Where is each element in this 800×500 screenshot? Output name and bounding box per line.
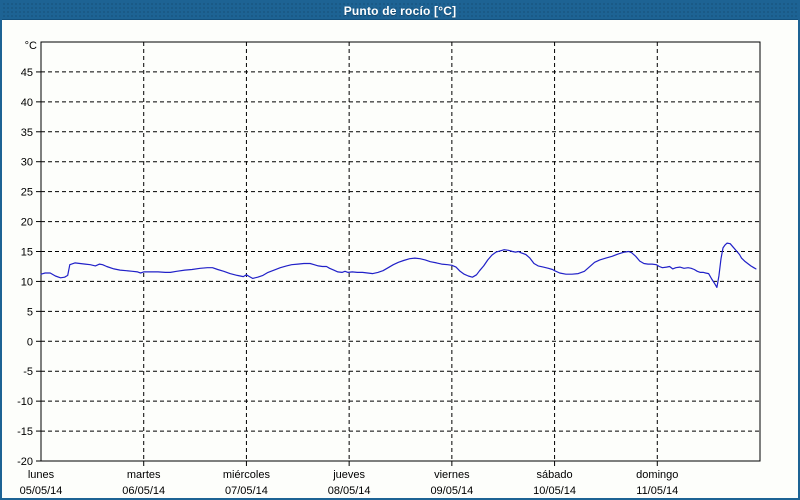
y-tick-label: 15 xyxy=(21,247,33,259)
dewpoint-series-line xyxy=(40,242,757,288)
x-day-label: viernes xyxy=(434,469,470,481)
x-date-label: 09/05/14 xyxy=(430,485,473,497)
x-day-label: miércoles xyxy=(223,469,271,481)
y-tick-label: -15 xyxy=(17,426,33,438)
x-day-label: jueves xyxy=(332,469,365,481)
y-tick-label: 30 xyxy=(21,157,33,169)
x-date-label: 10/05/14 xyxy=(533,485,576,497)
x-date-label: 11/05/14 xyxy=(636,485,678,497)
y-tick-label: -20 xyxy=(17,456,33,468)
y-tick-label: 10 xyxy=(21,276,33,288)
chart-area: 45 40 35 30 25 20 15 10 5 0 -5 -10 -15 -20 °C lunes 05/0… xyxy=(2,21,798,498)
x-day-label: martes xyxy=(127,469,161,481)
y-tick-label: 5 xyxy=(27,306,33,318)
x-day-label: sábado xyxy=(537,469,573,481)
y-tick-label: -10 xyxy=(17,396,33,408)
x-date-label: 08/05/14 xyxy=(328,485,371,497)
y-tick-label: 35 xyxy=(21,127,33,139)
plot-frame xyxy=(40,41,761,462)
chart-title-bar: Punto de rocío [°C] xyxy=(2,2,798,20)
y-axis-unit-label: °C xyxy=(25,40,37,52)
y-tick-label: 0 xyxy=(27,336,33,348)
y-tick-label: 25 xyxy=(21,187,33,199)
chart-title: Punto de rocío [°C] xyxy=(343,3,457,18)
y-tick-label: 40 xyxy=(21,97,33,109)
x-day-label: lunes xyxy=(28,469,55,481)
y-tick-label: 45 xyxy=(21,67,33,79)
x-date-label: 06/05/14 xyxy=(122,485,165,497)
x-date-label: 07/05/14 xyxy=(225,485,268,497)
y-tick-label: 20 xyxy=(21,217,33,229)
x-day-label: domingo xyxy=(636,469,678,481)
dewpoint-line-chart: 45 40 35 30 25 20 15 10 5 0 -5 -10 -15 -20 °C lunes 05/0… xyxy=(17,40,761,497)
y-tick-label: -5 xyxy=(23,366,33,378)
x-date-label: 05/05/14 xyxy=(20,485,63,497)
